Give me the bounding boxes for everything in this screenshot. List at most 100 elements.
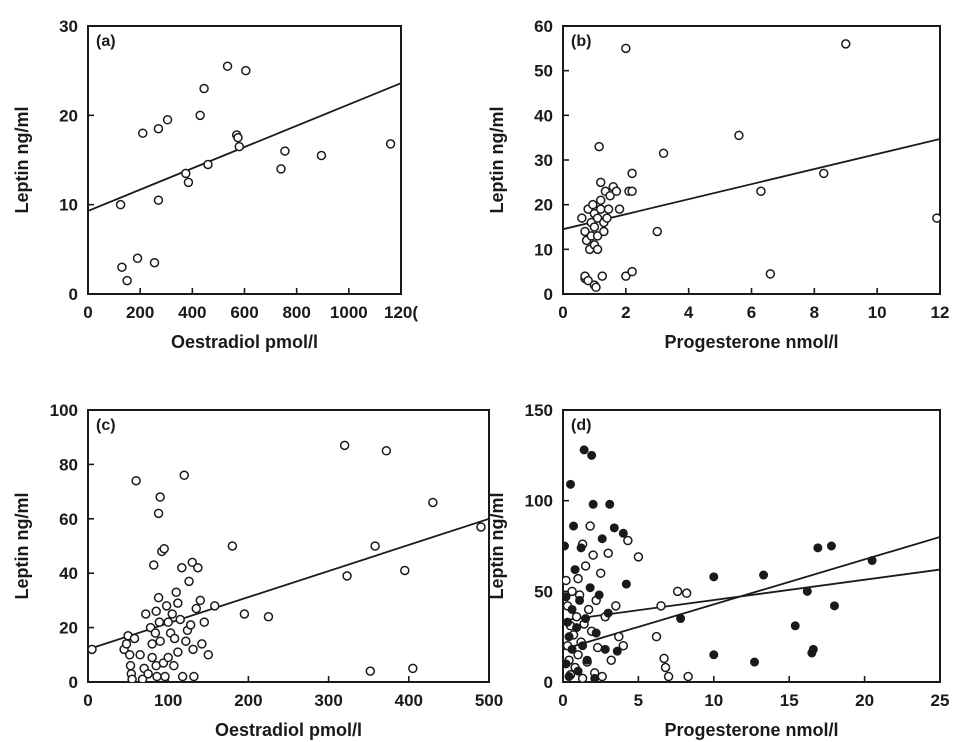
- y-tick-label: 60: [534, 17, 553, 36]
- data-point: [152, 671, 162, 682]
- regression-line: [88, 82, 401, 212]
- y-tick-label: 0: [69, 285, 78, 304]
- data-point-filled: [790, 621, 800, 631]
- data-point-filled: [709, 650, 719, 660]
- data-point: [188, 644, 198, 655]
- data-point-filled: [605, 499, 615, 509]
- x-tick-label: 20: [855, 691, 874, 710]
- marks: [88, 61, 401, 286]
- data-point: [734, 130, 744, 141]
- data-point: [627, 266, 637, 277]
- data-point-filled: [808, 644, 818, 654]
- data-point-filled: [563, 541, 570, 551]
- data-point: [592, 231, 603, 241]
- data-point-filled: [572, 623, 582, 633]
- data-point: [614, 204, 625, 214]
- data-point-filled: [576, 543, 586, 553]
- data-point: [197, 639, 207, 649]
- data-point: [155, 492, 165, 502]
- data-point: [316, 150, 327, 161]
- y-tick-label: 150: [525, 401, 553, 420]
- data-point: [153, 123, 164, 134]
- data-point: [149, 257, 160, 268]
- data-point-filled: [618, 528, 628, 538]
- y-tick-label: 40: [59, 564, 78, 583]
- panel-d: 0 5 10 15 20 25 0 50 100 150 Progesterone nmol/l Le…: [487, 401, 949, 740]
- data-point-filled: [570, 565, 580, 575]
- data-point-filled: [750, 657, 760, 667]
- data-point: [597, 271, 608, 281]
- data-point: [132, 253, 143, 264]
- data-point: [169, 633, 180, 644]
- data-point-filled: [609, 523, 619, 533]
- x-tick-label: 0: [558, 303, 567, 322]
- data-point: [611, 186, 622, 197]
- y-tick-label: 100: [50, 401, 78, 420]
- data-point: [595, 204, 606, 214]
- data-point: [602, 213, 612, 223]
- data-point-filled: [585, 583, 595, 593]
- data-point: [149, 560, 159, 570]
- data-point: [241, 65, 251, 76]
- y-tick-label: 100: [525, 492, 553, 511]
- panel-a: 0 200 400 600 800 1000 120(0 10 20 30 Oestradiol p…: [12, 17, 418, 352]
- x-tick-label: 400: [178, 303, 206, 322]
- y-tick-label: 0: [544, 285, 553, 304]
- data-point: [189, 671, 199, 682]
- data-point-filled: [581, 614, 591, 624]
- data-point: [163, 617, 173, 627]
- x-tick-label: 500: [475, 691, 503, 710]
- data-point-filled: [563, 617, 573, 627]
- data-point: [153, 195, 164, 205]
- data-point: [595, 177, 606, 188]
- data-point: [137, 674, 148, 682]
- data-point: [603, 204, 614, 214]
- data-point-filled: [759, 570, 769, 580]
- y-tick-label: 50: [534, 582, 553, 601]
- data-point-filled: [575, 595, 585, 605]
- x-tick-label: 10: [868, 303, 887, 322]
- panel-label: (b): [571, 33, 591, 50]
- data-point: [627, 168, 637, 179]
- data-point: [127, 674, 137, 682]
- regression-line: [563, 568, 940, 622]
- data-point: [199, 617, 210, 627]
- data-point: [571, 611, 582, 622]
- data-point: [660, 662, 671, 673]
- data-point-filled: [579, 445, 589, 455]
- x-tick-label: 10: [704, 691, 723, 710]
- data-point: [580, 561, 591, 571]
- data-point: [88, 644, 97, 655]
- data-point-filled: [566, 479, 576, 489]
- data-point: [652, 226, 662, 237]
- data-point: [177, 671, 188, 682]
- data-point: [167, 609, 177, 619]
- data-point: [592, 244, 603, 255]
- x-tick-label: 400: [395, 691, 423, 710]
- data-point: [588, 199, 598, 210]
- x-axis-title: Oestradiol pmol/l: [215, 720, 362, 740]
- data-point: [408, 663, 418, 674]
- x-tick-label: 6: [747, 303, 756, 322]
- data-point: [339, 440, 350, 451]
- data-point: [195, 110, 205, 121]
- data-point: [153, 592, 164, 603]
- data-point-filled: [597, 534, 607, 544]
- data-point: [580, 226, 590, 237]
- data-point: [199, 83, 209, 94]
- data-point: [117, 262, 127, 272]
- data-point: [656, 601, 666, 611]
- data-point: [627, 186, 637, 197]
- data-point: [599, 226, 609, 237]
- data-point: [606, 655, 617, 665]
- data-point: [597, 671, 607, 682]
- data-point: [181, 636, 191, 646]
- data-point: [124, 650, 135, 660]
- data-point: [595, 195, 606, 205]
- data-point: [651, 631, 662, 642]
- data-point-filled: [612, 646, 622, 656]
- data-point: [140, 609, 151, 619]
- data-point: [672, 586, 683, 597]
- data-point: [618, 640, 629, 651]
